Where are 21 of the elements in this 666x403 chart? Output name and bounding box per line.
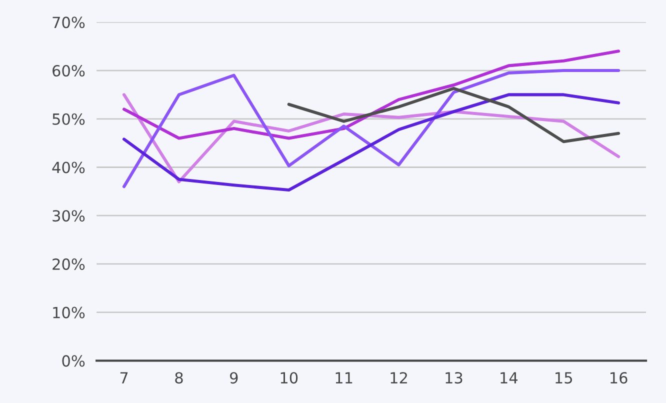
x-tick-label: 16	[610, 372, 628, 384]
x-tick-label: 11	[336, 372, 352, 384]
y-tick-label: 10%	[53, 306, 85, 318]
y-tick-label: 0%	[62, 355, 85, 367]
line-series	[122, 50, 620, 140]
y-tick-label: 70%	[52, 16, 85, 28]
x-tick-label: 9	[230, 372, 238, 384]
x-tick-label: 10	[280, 372, 298, 384]
y-tick-label: 20%	[52, 258, 85, 270]
x-tick-label: 8	[175, 372, 183, 384]
y-tick-label: 50%	[52, 113, 85, 125]
x-tick-label: 13	[446, 372, 462, 384]
y-tick-label: 60%	[52, 64, 85, 77]
line-series	[287, 86, 620, 144]
x-tick-label: 14	[500, 372, 518, 384]
x-tick-label: 15	[556, 372, 572, 384]
line-series	[122, 68, 620, 188]
y-tick-label: 40%	[52, 162, 85, 174]
y-tick-label: 30%	[52, 210, 85, 222]
x-tick-label: 12	[390, 372, 407, 384]
x-tick-label: 7	[120, 372, 128, 384]
